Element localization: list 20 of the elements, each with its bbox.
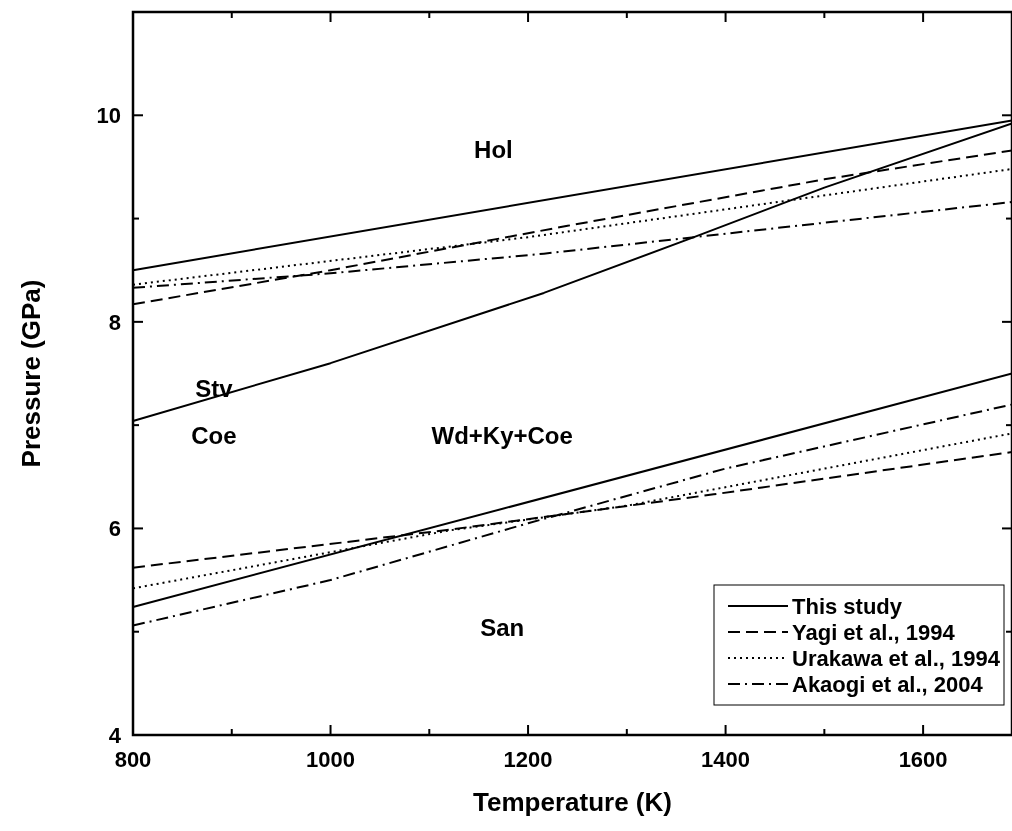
y-tick-label: 6: [108, 516, 121, 542]
legend-label: Urakawa et al., 1994: [792, 646, 1001, 671]
legend-label: Yagi et al., 1994: [792, 620, 956, 645]
y-axis-title: Pressure (GPa): [16, 279, 46, 468]
legend-label: Akaogi et al., 2004: [792, 672, 984, 697]
x-tick-label: 1000: [306, 747, 355, 772]
x-axis-title: Temperature (K): [473, 787, 672, 817]
y-tick-label: 8: [108, 309, 121, 335]
x-tick-label: 800: [114, 747, 152, 772]
annotation: Wd+Ky+Coe: [431, 421, 573, 449]
annotation: San: [480, 613, 525, 641]
y-tick-label: 4: [108, 723, 122, 748]
x-tick-label: 1400: [701, 747, 751, 772]
x-tick-label: 1600: [898, 747, 948, 772]
y-tick-label: 10: [96, 103, 121, 129]
annotation: Coe: [191, 421, 237, 449]
annotation: Hol: [474, 136, 513, 164]
x-tick-label: 1200: [503, 747, 553, 772]
annotation: Stv: [195, 374, 234, 402]
legend-label: This study: [792, 594, 903, 619]
